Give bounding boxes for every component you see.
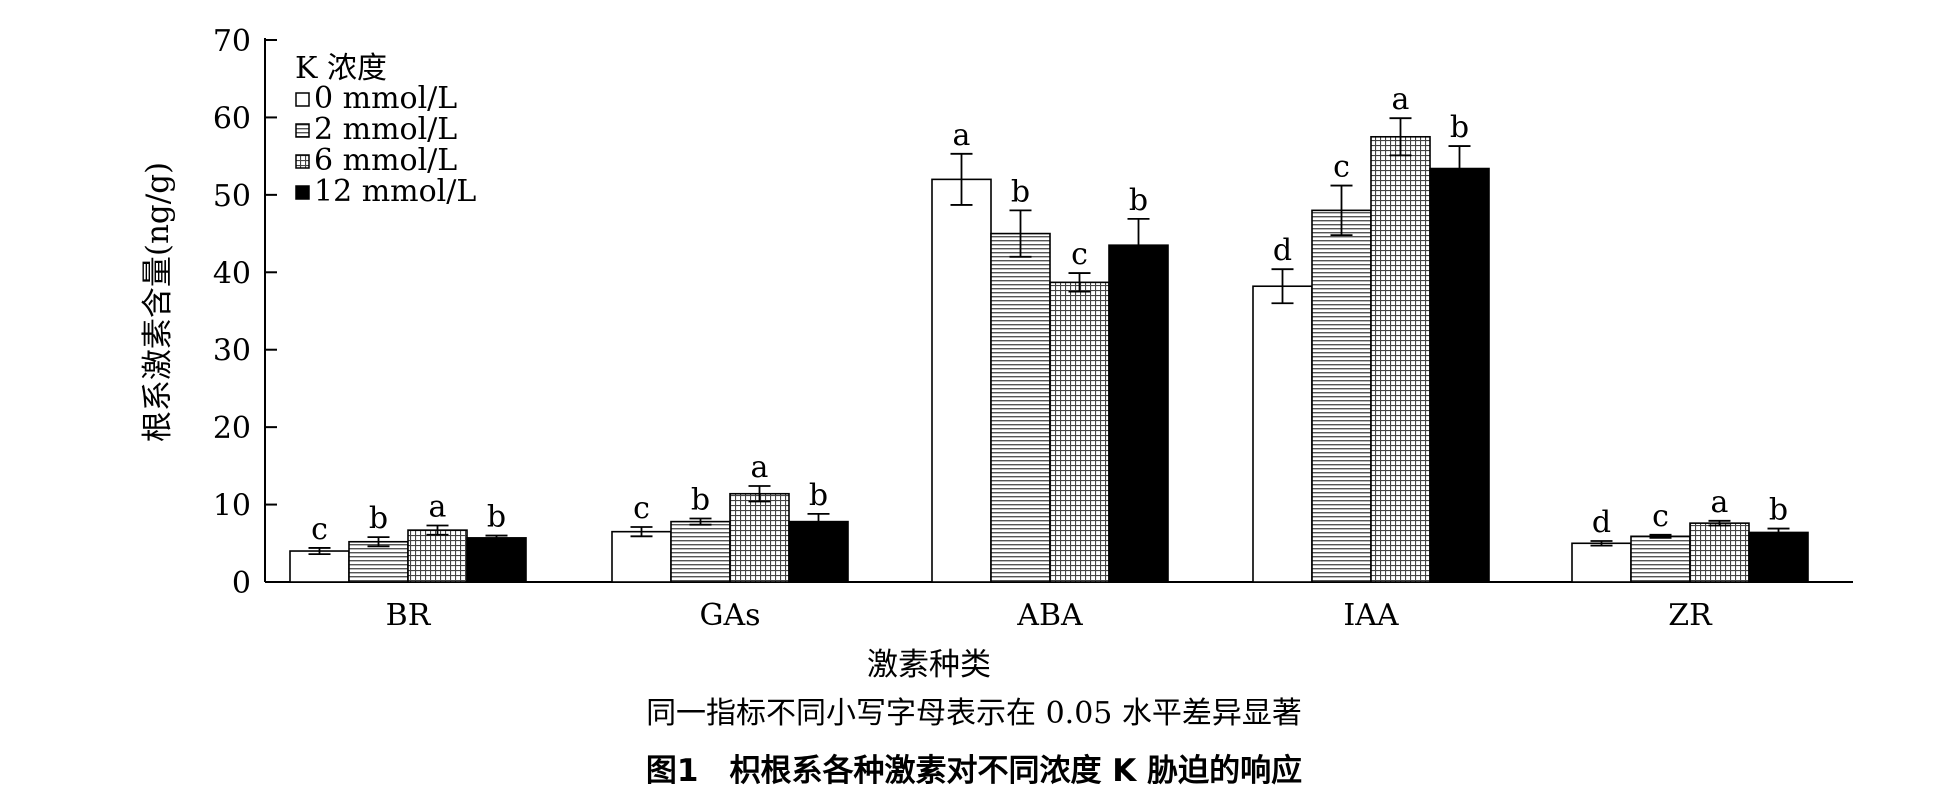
significance-letter: c bbox=[1071, 237, 1088, 272]
bar-zr-1 bbox=[1630, 535, 1691, 583]
x-axis-label: 激素种类 bbox=[867, 647, 991, 683]
legend-label-2: 6 mmol/L bbox=[314, 143, 457, 178]
significance-letter: d bbox=[1592, 505, 1611, 540]
significance-letter: b bbox=[809, 478, 828, 513]
x-tick-label-br: BR bbox=[386, 598, 432, 633]
significance-letter: a bbox=[1392, 82, 1410, 117]
x-tick-label-gas: GAs bbox=[699, 598, 760, 633]
bar-zr-3 bbox=[1748, 531, 1809, 583]
bar-iaa-3 bbox=[1429, 167, 1490, 583]
significance-letter: b bbox=[369, 501, 388, 536]
bar-iaa-0 bbox=[1252, 285, 1313, 583]
significance-letter: c bbox=[633, 491, 650, 526]
y-axis-label: 根系激素含量(ng/g) bbox=[140, 162, 176, 442]
y-tick-label: 0 bbox=[232, 566, 251, 601]
figure-note: 同一指标不同小写字母表示在 0.05 水平差异显著 bbox=[646, 696, 1302, 731]
bar-br-2 bbox=[407, 529, 468, 583]
legend-title: K 浓度 bbox=[295, 51, 387, 86]
significance-letter: a bbox=[953, 118, 971, 153]
legend-swatch-0 bbox=[295, 92, 310, 107]
bar-aba-2 bbox=[1049, 281, 1110, 583]
bar-br-0 bbox=[289, 550, 350, 583]
bar-gas-3 bbox=[788, 520, 849, 583]
y-tick-label: 40 bbox=[213, 256, 251, 291]
bar-aba-3 bbox=[1108, 244, 1169, 583]
bar-gas-2 bbox=[729, 492, 790, 583]
y-tick-label: 70 bbox=[213, 24, 251, 59]
bar-iaa-1 bbox=[1311, 209, 1372, 583]
legend-swatch-1 bbox=[295, 123, 310, 138]
bar-zr-2 bbox=[1689, 522, 1750, 583]
significance-letter: b bbox=[691, 483, 710, 518]
y-tick-label: 60 bbox=[213, 101, 251, 136]
x-tick-label-aba: ABA bbox=[1016, 598, 1083, 633]
significance-letter: c bbox=[1652, 499, 1669, 534]
y-tick-label: 10 bbox=[213, 489, 251, 524]
y-tick-label: 30 bbox=[213, 334, 251, 369]
significance-letter: c bbox=[1333, 150, 1350, 185]
significance-letter: a bbox=[1711, 485, 1729, 520]
significance-letter: b bbox=[1129, 183, 1148, 218]
significance-letter: a bbox=[751, 450, 769, 485]
bar-gas-0 bbox=[611, 530, 672, 583]
legend-swatch-3 bbox=[295, 185, 310, 200]
legend-label-3: 12 mmol/L bbox=[314, 174, 476, 209]
bar-zr-0 bbox=[1571, 542, 1632, 583]
significance-letter: a bbox=[429, 489, 447, 524]
bar-aba-0 bbox=[931, 178, 992, 583]
significance-letter: d bbox=[1273, 233, 1292, 268]
figure-title: 图1 枳根系各种激素对不同浓度 K 胁迫的响应 bbox=[645, 753, 1303, 789]
legend-label-0: 0 mmol/L bbox=[314, 81, 457, 116]
bar-aba-1 bbox=[990, 232, 1051, 583]
bar-iaa-2 bbox=[1370, 135, 1431, 583]
legend-swatch-2 bbox=[295, 154, 310, 169]
bar-br-1 bbox=[348, 540, 409, 583]
bar-gas-1 bbox=[670, 520, 731, 583]
legend-label-1: 2 mmol/L bbox=[314, 112, 457, 147]
x-tick-label-iaa: IAA bbox=[1343, 598, 1399, 633]
bar-br-3 bbox=[466, 537, 527, 583]
significance-letter: b bbox=[1769, 493, 1788, 528]
significance-letter: c bbox=[311, 512, 328, 547]
y-tick-label: 20 bbox=[213, 411, 251, 446]
significance-letter: b bbox=[1450, 110, 1469, 145]
significance-letter: b bbox=[1011, 174, 1030, 209]
significance-letter: b bbox=[487, 500, 506, 535]
x-tick-label-zr: ZR bbox=[1668, 598, 1713, 633]
y-tick-label: 50 bbox=[213, 179, 251, 214]
